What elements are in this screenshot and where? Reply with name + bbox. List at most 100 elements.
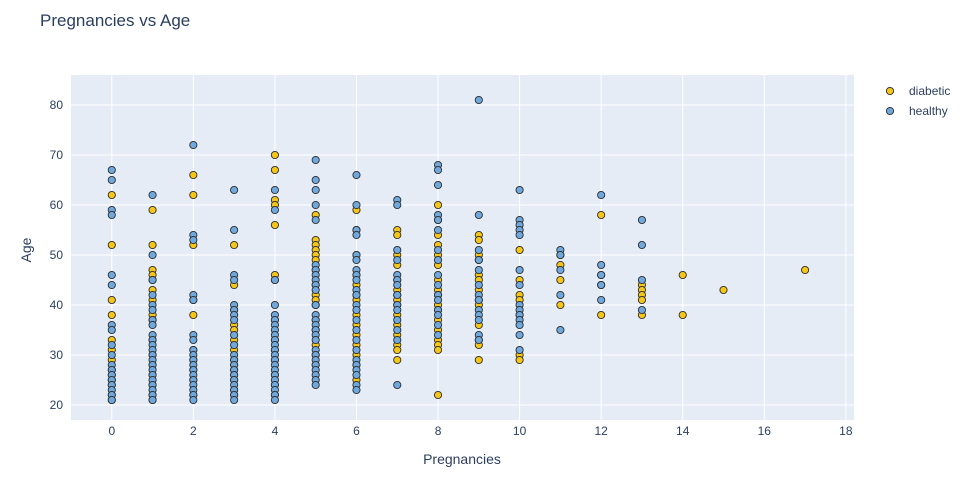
healthy-point[interactable] — [433, 165, 443, 175]
healthy-point[interactable] — [393, 305, 402, 315]
healthy-point[interactable] — [189, 140, 198, 150]
healthy-point[interactable] — [148, 395, 157, 405]
diabetic-point[interactable] — [433, 390, 443, 400]
healthy-point[interactable] — [637, 305, 646, 315]
diabetic-point[interactable] — [678, 310, 687, 320]
diabetic-point[interactable] — [556, 275, 565, 285]
healthy-point[interactable] — [515, 320, 524, 330]
healthy-point[interactable] — [311, 185, 320, 195]
healthy-point[interactable] — [230, 225, 239, 235]
healthy-point[interactable] — [556, 325, 565, 335]
healthy-point[interactable] — [352, 275, 361, 285]
diabetic-point[interactable] — [801, 265, 810, 275]
healthy-point[interactable] — [515, 185, 524, 195]
diabetic-point[interactable] — [393, 230, 402, 240]
healthy-point[interactable] — [474, 95, 483, 105]
healthy-point[interactable] — [107, 165, 116, 175]
healthy-point[interactable] — [270, 300, 279, 310]
healthy-point[interactable] — [107, 350, 116, 360]
healthy-point[interactable] — [189, 395, 198, 405]
healthy-point[interactable] — [637, 240, 646, 250]
healthy-point[interactable] — [433, 270, 443, 280]
healthy-point[interactable] — [556, 250, 565, 260]
healthy-point[interactable] — [352, 315, 361, 325]
healthy-point[interactable] — [433, 180, 443, 190]
healthy-point[interactable] — [230, 275, 239, 285]
diabetic-point[interactable] — [148, 205, 157, 215]
healthy-point[interactable] — [393, 335, 402, 345]
healthy-point[interactable] — [597, 270, 606, 280]
healthy-point[interactable] — [148, 290, 157, 300]
healthy-point[interactable] — [515, 230, 524, 240]
healthy-point[interactable] — [474, 295, 483, 305]
healthy-point[interactable] — [148, 305, 157, 315]
healthy-point[interactable] — [107, 280, 116, 290]
healthy-point[interactable] — [393, 290, 402, 300]
healthy-point[interactable] — [433, 310, 443, 320]
healthy-point[interactable] — [352, 305, 361, 315]
healthy-point[interactable] — [433, 215, 443, 225]
healthy-point[interactable] — [230, 185, 239, 195]
healthy-point[interactable] — [189, 335, 198, 345]
healthy-point[interactable] — [352, 385, 361, 395]
healthy-point[interactable] — [433, 295, 443, 305]
diabetic-point[interactable] — [433, 200, 443, 210]
healthy-point[interactable] — [311, 285, 320, 295]
diabetic-point[interactable] — [393, 355, 402, 365]
healthy-point[interactable] — [393, 315, 402, 325]
healthy-point[interactable] — [433, 225, 443, 235]
diabetic-point[interactable] — [270, 220, 279, 230]
healthy-point[interactable] — [189, 235, 198, 245]
healthy-point[interactable] — [311, 380, 320, 390]
healthy-point[interactable] — [270, 275, 279, 285]
diabetic-point[interactable] — [474, 355, 483, 365]
healthy-point[interactable] — [148, 190, 157, 200]
healthy-point[interactable] — [270, 185, 279, 195]
healthy-point[interactable] — [597, 295, 606, 305]
healthy-point[interactable] — [230, 315, 239, 325]
healthy-point[interactable] — [393, 380, 402, 390]
healthy-point[interactable] — [107, 395, 116, 405]
healthy-point[interactable] — [433, 245, 443, 255]
healthy-point[interactable] — [515, 345, 524, 355]
healthy-point[interactable] — [230, 330, 239, 340]
healthy-point[interactable] — [148, 275, 157, 285]
diabetic-point[interactable] — [148, 240, 157, 250]
diabetic-point[interactable] — [107, 240, 116, 250]
healthy-point[interactable] — [107, 210, 116, 220]
diabetic-point[interactable] — [230, 240, 239, 250]
healthy-point[interactable] — [597, 280, 606, 290]
healthy-point[interactable] — [230, 340, 239, 350]
healthy-point[interactable] — [311, 200, 320, 210]
healthy-point[interactable] — [148, 250, 157, 260]
healthy-point[interactable] — [270, 395, 279, 405]
diabetic-point[interactable] — [474, 235, 483, 245]
healthy-point[interactable] — [433, 280, 443, 290]
diabetic-point[interactable] — [107, 190, 116, 200]
healthy-point[interactable] — [474, 255, 483, 265]
diabetic-point[interactable] — [189, 170, 198, 180]
healthy-point[interactable] — [515, 280, 524, 290]
healthy-point[interactable] — [433, 330, 443, 340]
diabetic-point[interactable] — [597, 210, 606, 220]
diabetic-point[interactable] — [678, 270, 687, 280]
diabetic-point[interactable] — [597, 310, 606, 320]
legend[interactable]: diabetic healthy — [885, 84, 950, 118]
healthy-point[interactable] — [352, 370, 361, 380]
healthy-point[interactable] — [311, 335, 320, 345]
series-healthy[interactable] — [107, 95, 646, 405]
healthy-point[interactable] — [474, 280, 483, 290]
data-points[interactable] — [107, 95, 810, 405]
healthy-point[interactable] — [474, 245, 483, 255]
healthy-point[interactable] — [352, 290, 361, 300]
diabetic-point[interactable] — [189, 190, 198, 200]
legend-item-diabetic[interactable]: diabetic — [885, 84, 950, 98]
diabetic-point[interactable] — [107, 310, 116, 320]
diabetic-point[interactable] — [107, 295, 116, 305]
healthy-point[interactable] — [393, 200, 402, 210]
healthy-point[interactable] — [637, 275, 646, 285]
healthy-point[interactable] — [433, 255, 443, 265]
healthy-point[interactable] — [474, 315, 483, 325]
legend-item-healthy[interactable]: healthy — [885, 104, 948, 118]
healthy-point[interactable] — [597, 190, 606, 200]
